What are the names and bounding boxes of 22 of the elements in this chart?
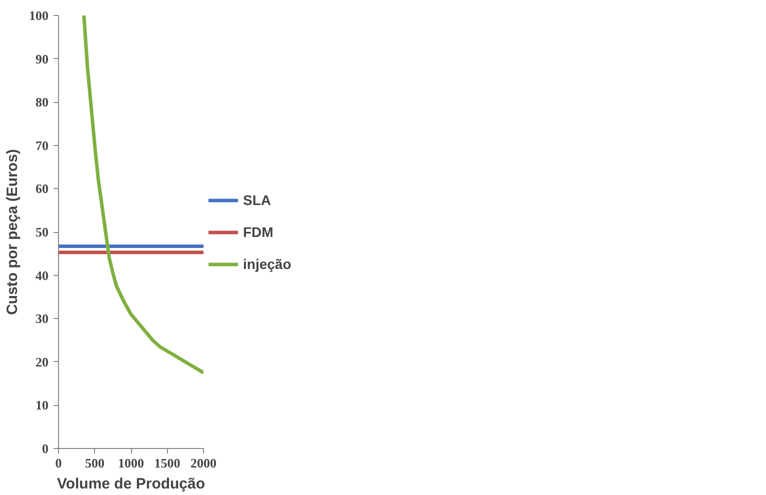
y-tick-label: 90	[36, 51, 48, 66]
legend-label: injeção	[243, 256, 292, 272]
y-tick-label: 50	[36, 224, 48, 240]
y-tick-label: 20	[36, 354, 48, 370]
line-series	[82, 16, 204, 374]
y-tick-label: 80	[36, 94, 48, 110]
y-tick-label: 0	[42, 441, 48, 456]
y-tick-label: 100	[29, 8, 48, 23]
x-tick-label: 0	[55, 456, 62, 470]
y-tick-label: 30	[36, 311, 48, 326]
legend-label: FDM	[243, 224, 274, 240]
x-tick-label: 1500	[154, 456, 180, 470]
y-tick-label: 10	[36, 398, 48, 413]
x-tick-label: 2000	[190, 456, 216, 470]
y-tick-label: 40	[36, 268, 48, 283]
legend-label: SLA	[243, 192, 271, 208]
y-tick-label: 70	[36, 138, 48, 153]
x-tick-label: 1000	[118, 456, 144, 470]
y-axis-title: Custo por peça (Euros)	[4, 149, 21, 315]
x-tick-label: 500	[85, 456, 104, 470]
y-tick-label: 60	[36, 181, 48, 196]
x-axis-title: Volume de Produção	[56, 476, 206, 492]
